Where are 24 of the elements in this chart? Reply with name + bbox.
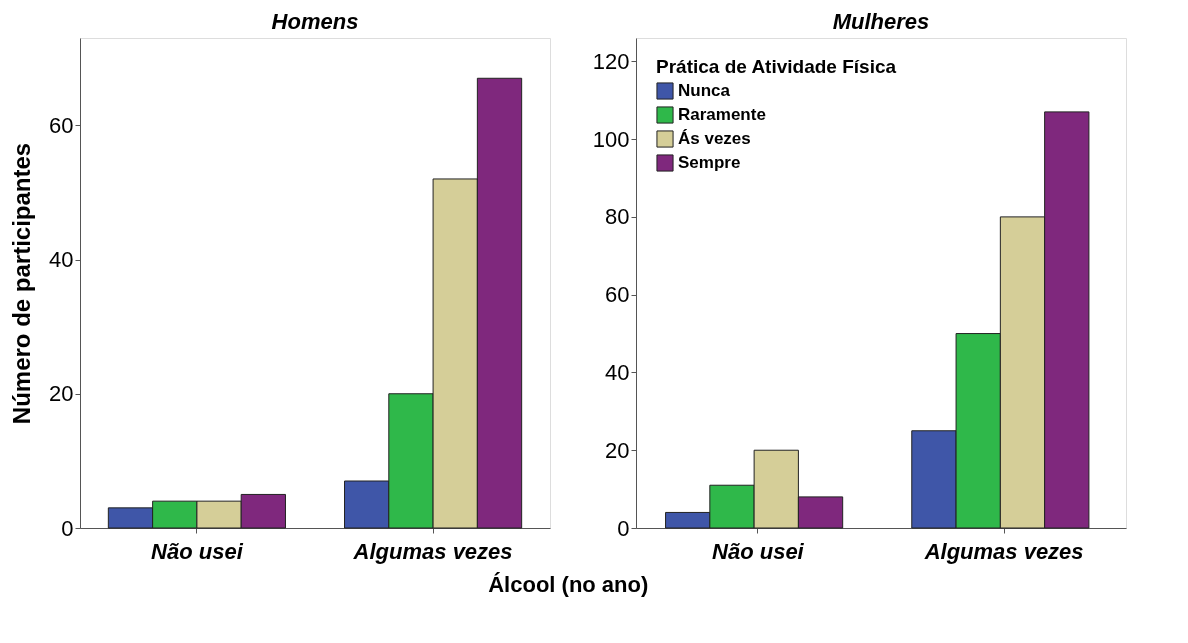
y-tick-label: 100: [592, 126, 630, 152]
y-tick-label: 40: [605, 359, 630, 385]
y-tick-label: 20: [49, 381, 74, 407]
legend-label: Ás vezes: [678, 129, 751, 148]
legend-title: Prática de Atividade Física: [656, 56, 897, 77]
x-tick-label: Algumas vezes: [352, 538, 513, 564]
legend-label: Raramente: [678, 105, 766, 124]
x-tick-label: Não usei: [712, 538, 805, 564]
y-tick-label: 40: [49, 247, 74, 273]
x-tick-label: Algumas vezes: [923, 538, 1084, 564]
x-axis-title: Álcool (no ano): [488, 571, 649, 597]
y-tick-label: 60: [605, 282, 630, 308]
y-tick-label: 60: [49, 112, 74, 138]
legend-label: Sempre: [678, 153, 741, 172]
y-axis-title: Número de participantes: [8, 142, 36, 425]
y-tick-label: 0: [617, 515, 630, 541]
y-tick-label: 0: [61, 515, 74, 541]
y-tick-label: 80: [605, 204, 630, 230]
chart-title: Mulheres: [832, 9, 930, 34]
y-tick-label: 20: [605, 437, 630, 463]
y-tick-label: 120: [592, 48, 630, 74]
x-tick-label: Não usei: [151, 538, 244, 564]
legend-label: Nunca: [678, 81, 731, 100]
chart-title: Homens: [271, 9, 359, 34]
